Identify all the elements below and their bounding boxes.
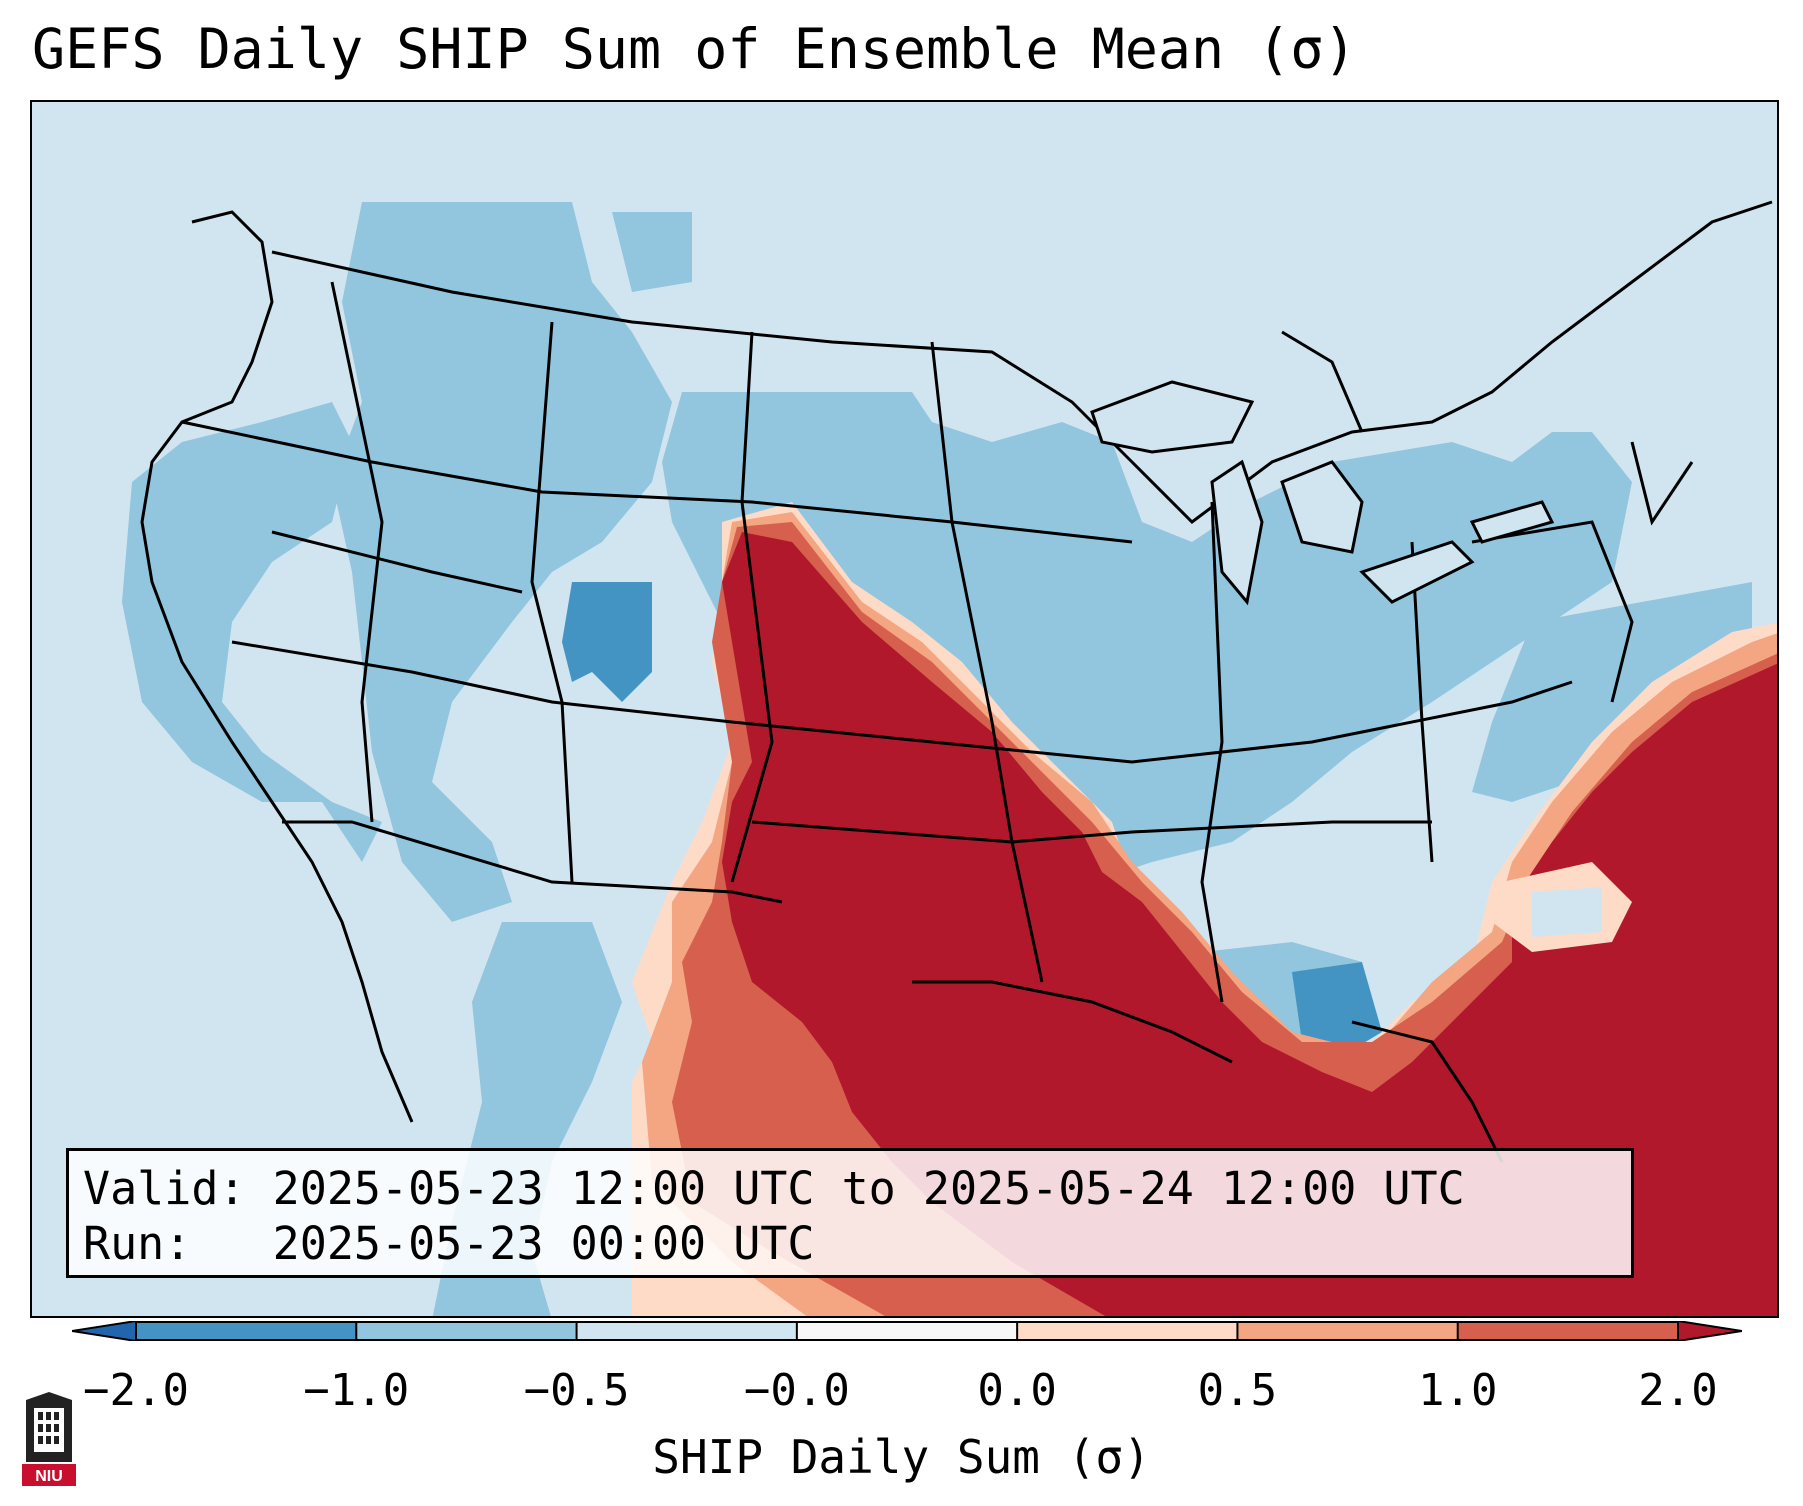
colorbar-tick-label: −0.5 (523, 1365, 630, 1416)
map-title: GEFS Daily SHIP Sum of Ensemble Mean (σ) (32, 17, 1357, 81)
colorbar-segment (1017, 1321, 1238, 1341)
colorbar-tick-label: 0.0 (977, 1365, 1057, 1416)
colorbar-tick-label: −0.0 (743, 1365, 850, 1416)
colorbar-tick-label: 2.0 (1638, 1365, 1718, 1416)
colorbar-tick-label: 1.0 (1417, 1365, 1498, 1416)
colorbar-segment (796, 1321, 1018, 1341)
extreme-positive-regions (722, 532, 1777, 1316)
colorbar-tick-label: −1.0 (303, 1365, 410, 1416)
map-panel (30, 100, 1779, 1318)
run-time-text: Run: 2025-05-23 00:00 UTC (83, 1217, 815, 1270)
colorbar-label: SHIP Daily Sum (σ) (652, 1430, 1151, 1484)
colorbar-segment (576, 1321, 798, 1341)
colorbar-extend-high (1677, 1321, 1742, 1341)
great-lakes (1090, 380, 1555, 606)
ship-anomaly-map (32, 102, 1777, 1316)
colorbar-segment (136, 1321, 357, 1341)
colorbar-segment (1237, 1321, 1459, 1341)
niu-logo: NIU (22, 1392, 76, 1486)
colorbar-segment (356, 1321, 578, 1341)
svg-text:NIU: NIU (35, 1468, 63, 1485)
colorbar (72, 1321, 1742, 1341)
colorbar-segment (1457, 1321, 1679, 1341)
colorbar-tick-label: −2.0 (83, 1365, 189, 1416)
colorbar-extend-low (72, 1321, 137, 1341)
colorbar-tick-label: 0.5 (1197, 1365, 1278, 1416)
valid-run-info-box: Valid: 2025-05-23 12:00 UTC to 2025-05-2… (66, 1148, 1634, 1278)
valid-time-text: Valid: 2025-05-23 12:00 UTC to 2025-05-2… (83, 1162, 1465, 1215)
